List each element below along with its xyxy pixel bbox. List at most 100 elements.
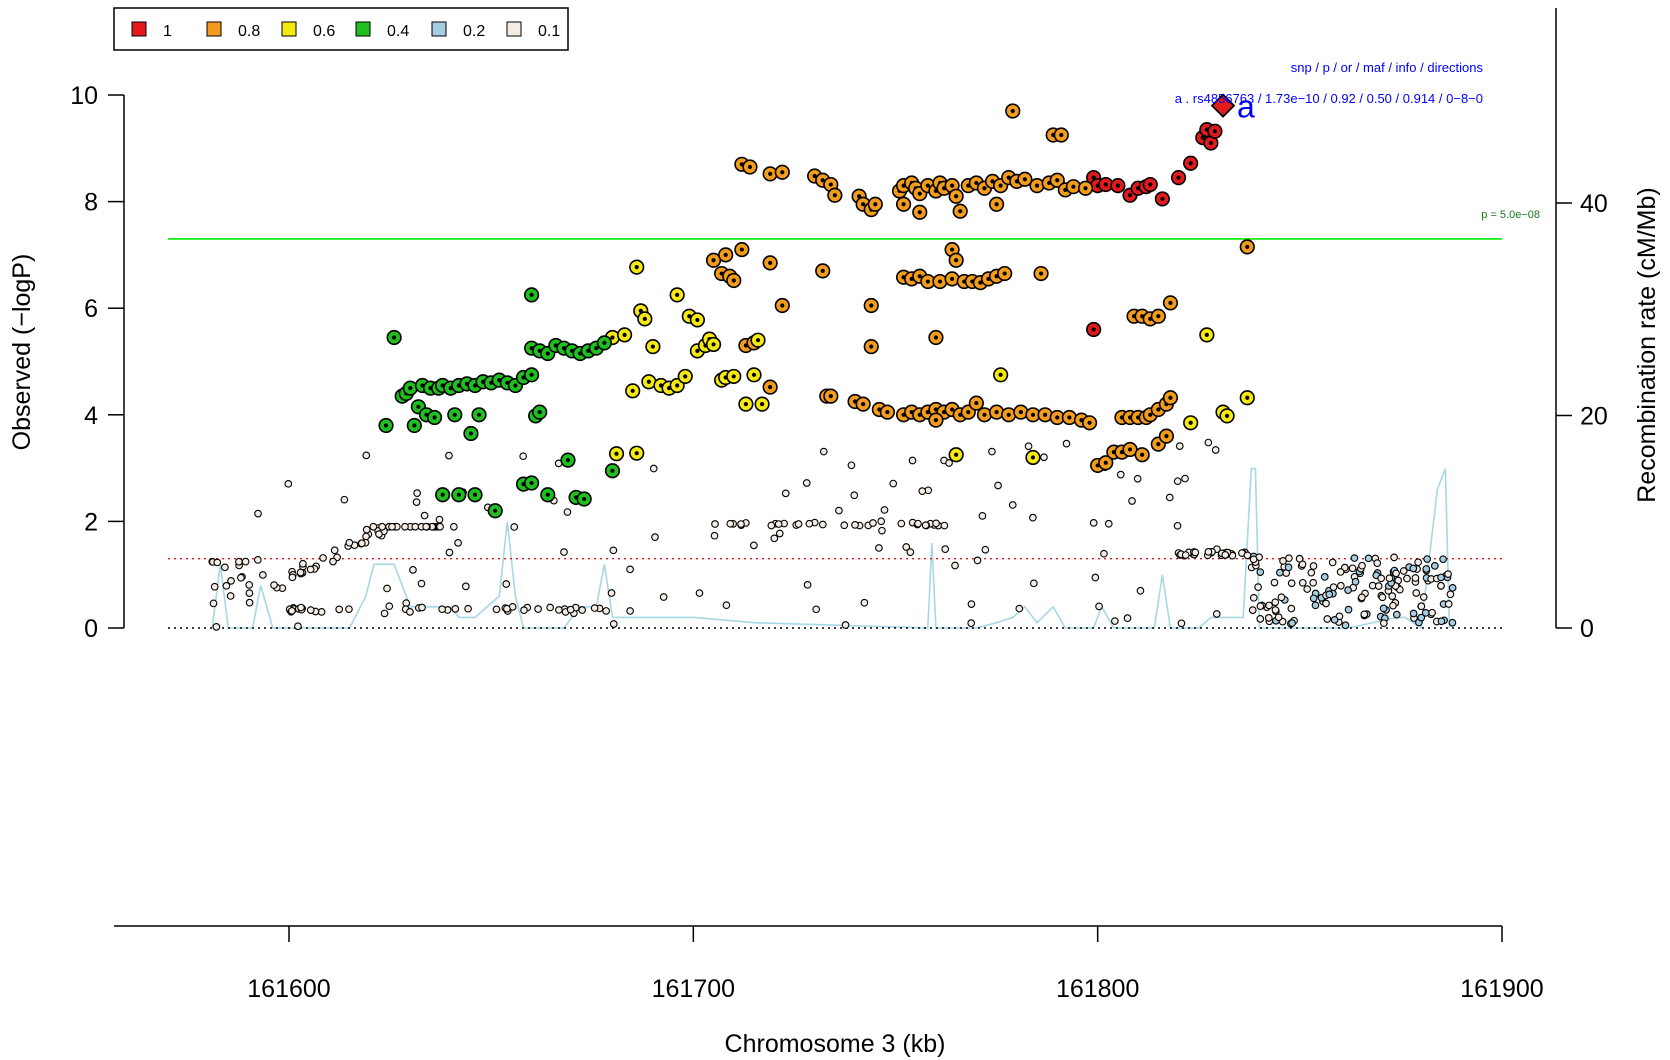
threshold-lines	[168, 238, 1502, 629]
background-point	[329, 557, 337, 566]
right-y-axis: 0 20 40	[1555, 8, 1608, 643]
background-point	[1024, 442, 1033, 451]
background-point	[590, 604, 599, 612]
snp-point	[774, 297, 790, 314]
snp-point	[576, 491, 592, 507]
background-point	[450, 522, 458, 531]
background-point	[560, 548, 568, 556]
background-point	[802, 479, 811, 487]
snp-point	[523, 367, 540, 383]
background-point	[1444, 600, 1453, 608]
background-point	[1444, 570, 1452, 578]
snp-point	[1150, 308, 1166, 324]
background-point	[1428, 608, 1436, 617]
snp-point	[1239, 239, 1255, 255]
background-point	[978, 512, 987, 520]
background-point	[1191, 548, 1200, 557]
snp-point	[1029, 178, 1045, 194]
background-point	[602, 607, 611, 615]
snp-point	[532, 404, 548, 420]
snp-point	[1077, 180, 1094, 196]
background-point	[914, 519, 922, 528]
background-point	[1414, 558, 1422, 567]
background-point	[770, 534, 779, 543]
background-point	[1322, 599, 1330, 608]
background-point	[940, 521, 949, 530]
background-point	[722, 601, 731, 610]
legend-label: 1	[163, 23, 172, 40]
y-axis-title: Observed (−logP)	[8, 254, 36, 451]
background-point	[819, 447, 828, 456]
annotation-header: snp / p / or / maf / info / directions	[1291, 60, 1484, 75]
background-point	[794, 520, 803, 528]
background-point	[1448, 583, 1457, 592]
y-tick-label: 0	[84, 615, 98, 643]
lead-snp-letter: a	[1237, 89, 1255, 125]
background-point	[1211, 446, 1220, 454]
x-axis: 161600 161700 161800 161900	[114, 925, 1544, 1003]
snp-point	[471, 407, 487, 423]
background-point	[1358, 561, 1366, 570]
background-point	[626, 565, 634, 574]
background-point	[850, 491, 859, 500]
background-point	[502, 580, 511, 588]
snp-point	[1037, 407, 1053, 423]
background-point	[840, 521, 849, 530]
snp-point	[718, 247, 734, 263]
background-point	[1181, 474, 1189, 483]
background-point	[519, 452, 528, 461]
background-point	[454, 539, 462, 547]
background-point	[1287, 579, 1296, 588]
snp-point	[523, 287, 540, 303]
background-point	[1412, 589, 1421, 597]
lead-snp-marker	[1210, 93, 1236, 118]
snp-point	[734, 241, 750, 258]
snp-point	[1219, 408, 1235, 424]
snp-point	[596, 335, 612, 351]
snp-point	[1086, 321, 1102, 338]
background-point	[967, 600, 976, 608]
background-point	[1256, 602, 1265, 611]
background-point	[1439, 555, 1447, 564]
background-point	[296, 568, 305, 577]
background-point	[417, 579, 426, 588]
background-point	[464, 604, 472, 613]
background-point	[406, 608, 414, 616]
background-point	[345, 605, 353, 614]
snp-point	[997, 265, 1013, 282]
background-point	[1309, 594, 1318, 603]
background-point	[1385, 574, 1394, 583]
background-point	[1307, 568, 1316, 577]
background-point	[1104, 519, 1113, 528]
lead-snp: a	[1210, 89, 1255, 125]
background-point	[649, 464, 658, 473]
background-point	[1309, 562, 1318, 570]
background-point	[1089, 519, 1098, 527]
background-point	[520, 606, 528, 615]
background-point	[566, 605, 575, 614]
y2-tick-label: 40	[1580, 190, 1608, 218]
snp-point	[1033, 265, 1049, 282]
background-point	[1271, 606, 1280, 614]
snp-point	[1049, 172, 1065, 188]
background-point	[235, 557, 243, 566]
background-point	[1409, 564, 1418, 573]
background-point	[385, 602, 394, 611]
snp-point	[928, 329, 944, 346]
background-point	[775, 529, 784, 538]
background-point	[1270, 578, 1279, 587]
background-point	[906, 548, 915, 556]
snp-point	[895, 196, 912, 212]
background-point	[1095, 602, 1103, 611]
background-point	[401, 522, 409, 531]
background-point	[306, 565, 315, 574]
snp-point	[827, 187, 843, 203]
y-tick-label: 10	[70, 82, 98, 110]
background-point	[981, 545, 990, 554]
background-point	[1373, 559, 1382, 567]
background-point	[222, 581, 231, 590]
legend-swatch	[281, 21, 297, 37]
background-point	[1344, 605, 1353, 614]
background-point	[1256, 615, 1265, 623]
background-point	[818, 520, 827, 529]
